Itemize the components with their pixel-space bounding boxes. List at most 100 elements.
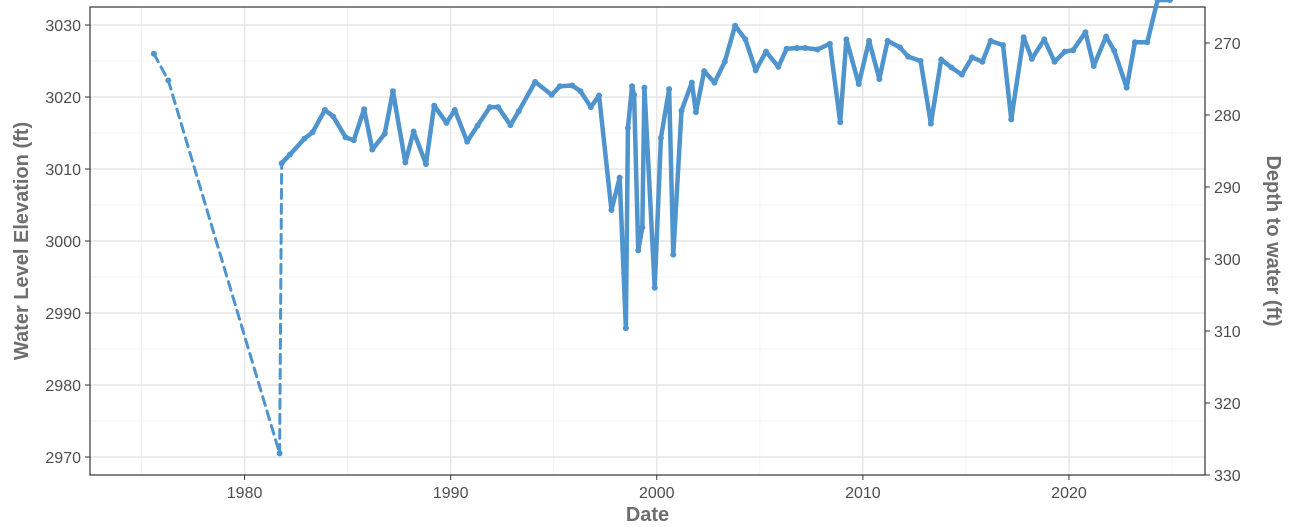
data-point — [548, 91, 555, 98]
tick-labels: 1980 1990 2000 2010 2020 2970 2980 2990 3000 3010… — [45, 18, 1240, 502]
data-point — [350, 137, 357, 144]
series-line-segment — [712, 59, 728, 85]
data-point — [1111, 47, 1118, 54]
series-line-segment — [763, 49, 781, 70]
x-tick-label: 1990 — [433, 485, 469, 502]
series-line-segment — [411, 129, 429, 167]
data-point — [624, 124, 631, 131]
data-point — [917, 58, 924, 64]
data-point — [402, 159, 409, 166]
data-point — [927, 120, 934, 127]
data-point — [783, 45, 790, 52]
data-point — [721, 58, 728, 65]
data-point — [1144, 39, 1151, 46]
data-point — [1131, 39, 1138, 46]
data-point — [577, 88, 584, 95]
data-point — [569, 82, 576, 89]
data-point — [1103, 33, 1110, 40]
data-point — [1020, 34, 1027, 41]
series-line-segment — [928, 57, 944, 126]
series-line-segment — [578, 88, 594, 110]
series-gap-segment — [152, 52, 170, 82]
data-point — [431, 102, 438, 109]
data-point — [905, 53, 912, 60]
data-point — [1123, 84, 1130, 91]
series-line-segment — [959, 55, 975, 77]
series-line-segment — [642, 85, 657, 291]
data-point — [1070, 47, 1077, 54]
series-line-segment — [623, 125, 631, 331]
data-point — [958, 71, 965, 78]
data-point — [651, 284, 658, 291]
data-point — [486, 104, 493, 111]
data-point — [422, 160, 429, 167]
data-point — [276, 450, 283, 457]
data-point — [855, 81, 862, 88]
series-line-segment — [1070, 29, 1088, 53]
data-point — [443, 119, 450, 126]
y-tick-label: 3020 — [45, 90, 81, 107]
series-line-segment — [464, 123, 480, 144]
y2-tick-label: 330 — [1214, 468, 1241, 485]
data-point — [278, 160, 285, 167]
series-line-segment — [918, 58, 934, 126]
y-tick-label: 2970 — [45, 450, 81, 467]
data-point — [641, 84, 648, 91]
x-tick-label: 2020 — [1051, 485, 1087, 502]
data-point — [866, 37, 873, 44]
series-gap-segment — [166, 78, 282, 455]
series-line-segment — [635, 225, 645, 253]
data-point — [608, 207, 615, 214]
data-point — [732, 22, 739, 29]
data-point — [622, 325, 629, 332]
y-tick-label: 3030 — [45, 18, 81, 35]
series-line-segment — [631, 92, 641, 253]
data-point — [1061, 48, 1068, 55]
series-line-segment — [856, 38, 872, 87]
series-line-segment — [310, 107, 328, 135]
series-line-segment — [827, 41, 843, 125]
data-point — [342, 134, 349, 141]
data-point — [742, 36, 749, 43]
data-point — [381, 130, 388, 137]
data-point — [321, 106, 328, 113]
series-line-segment — [743, 37, 758, 73]
series-line-segment — [390, 88, 408, 165]
series-line-segment — [652, 135, 664, 291]
data-point — [752, 67, 759, 74]
series-line-segment — [671, 108, 684, 257]
data-point — [763, 48, 770, 55]
data-point — [826, 40, 833, 47]
data-point — [635, 247, 642, 254]
data-point — [515, 108, 522, 115]
series-line-segment — [596, 93, 614, 213]
y-tick-label: 3010 — [45, 162, 81, 179]
data-point — [692, 109, 699, 116]
series-line-segment — [475, 104, 493, 129]
series-line-segment — [516, 79, 538, 114]
series-water-level — [150, 0, 1173, 457]
series-line-segment — [330, 114, 348, 140]
data-point — [389, 88, 396, 95]
data-point — [969, 54, 976, 61]
data-point — [286, 151, 293, 158]
grid-lines — [90, 7, 1205, 475]
series-line-segment — [625, 83, 635, 131]
data-point — [711, 79, 718, 86]
data-point — [495, 104, 502, 111]
data-point — [369, 146, 376, 153]
data-point — [587, 104, 594, 111]
data-point — [701, 68, 708, 75]
data-point — [301, 135, 308, 142]
data-point — [666, 86, 673, 93]
data-point — [474, 122, 481, 129]
series-line-segment — [877, 38, 890, 82]
series-line-segment — [1083, 29, 1096, 69]
data-point — [688, 79, 695, 86]
data-point — [678, 107, 685, 114]
data-point — [631, 91, 638, 98]
data-point — [843, 36, 850, 43]
series-line-segment — [423, 103, 437, 167]
series-line-segment — [1021, 34, 1035, 62]
